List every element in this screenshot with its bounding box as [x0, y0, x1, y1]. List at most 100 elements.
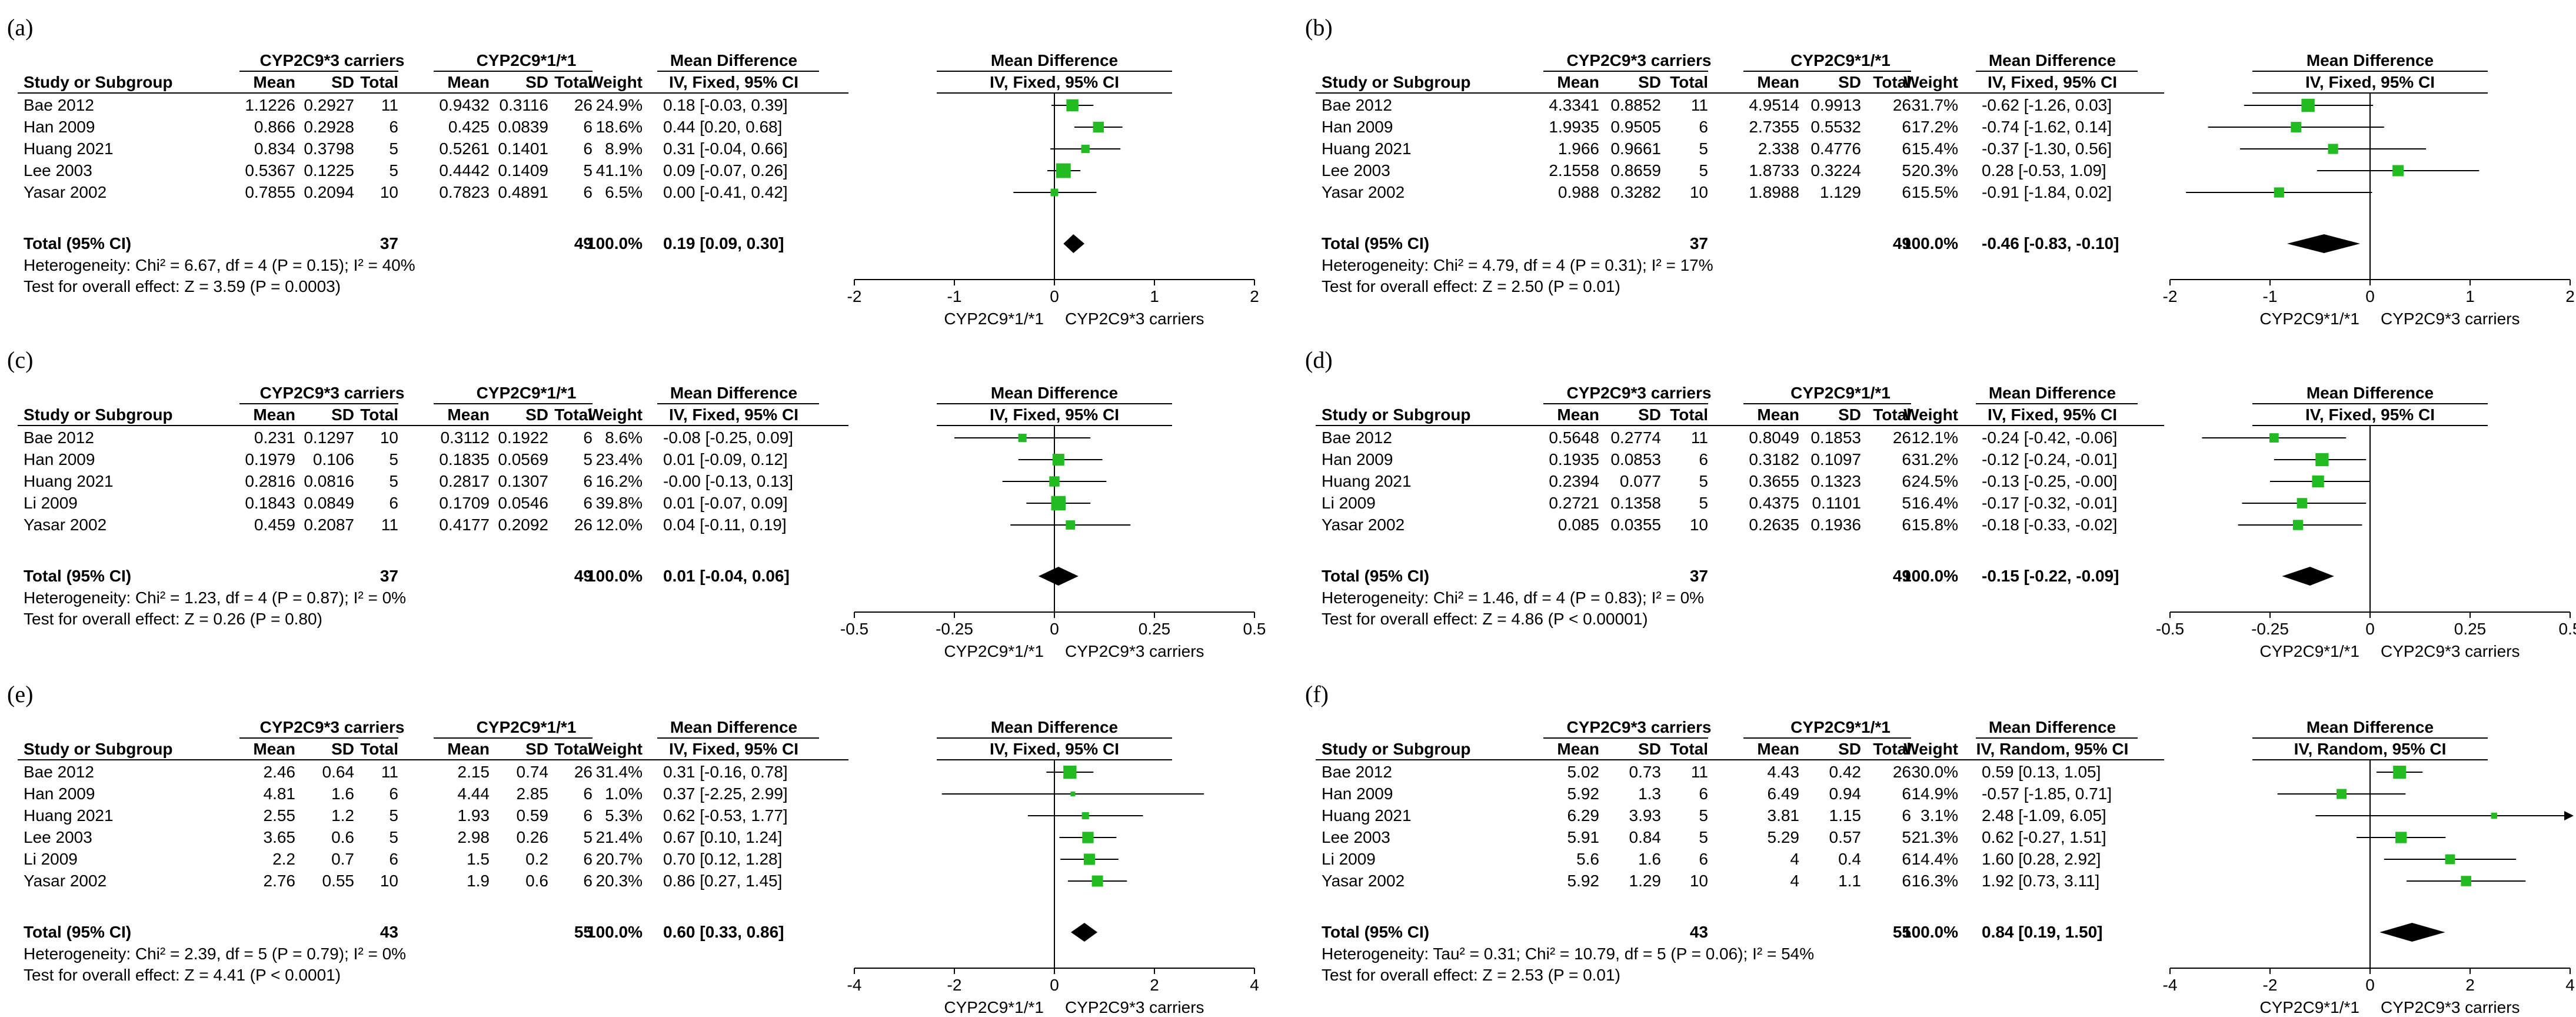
- x-tick-label: 0: [1050, 976, 1059, 994]
- sd2-value: 1.15: [1829, 806, 1862, 825]
- x-tick-label: 0: [2365, 976, 2375, 994]
- mean1-header: Mean: [1557, 406, 1599, 424]
- total1-value: 6: [1699, 450, 1708, 468]
- ci-value: -0.00 [-0.13, 0.13]: [663, 472, 793, 490]
- study-column-header: Study or Subgroup: [24, 73, 173, 91]
- total2-value: 6: [1902, 450, 1911, 468]
- mean2-value: 4.9514: [1749, 96, 1799, 114]
- x-tick-label: 0: [1050, 620, 1059, 638]
- sd2-header: SD: [525, 740, 548, 758]
- effect-square: [1018, 433, 1027, 443]
- sd1-value: 0.106: [313, 450, 354, 468]
- sd2-value: 0.1936: [1810, 516, 1861, 534]
- mean2-value: 1.93: [458, 806, 490, 825]
- sd1-header: SD: [331, 740, 354, 758]
- study-name: Yasar 2002: [24, 516, 106, 534]
- weight-header: Weight: [1903, 406, 1958, 424]
- panel-label: (c): [7, 347, 33, 373]
- total-ci: 0.60 [0.33, 0.86]: [663, 923, 784, 941]
- sd1-value: 0.9661: [1610, 139, 1661, 158]
- mean2-value: 0.5261: [439, 139, 490, 158]
- sd2-value: 0.1101: [1812, 494, 1861, 512]
- group2-title: CYP2C9*1/*1: [477, 51, 577, 69]
- mean2-value: 0.4375: [1749, 494, 1799, 512]
- total2-value: 5: [1902, 494, 1911, 512]
- total2-sum: 49: [574, 234, 593, 252]
- mean2-value: 1.9: [467, 872, 490, 890]
- mean2-value: 0.2635: [1749, 516, 1799, 534]
- mean1-header: Mean: [1557, 73, 1599, 91]
- sd2-value: 0.1922: [498, 428, 548, 447]
- study-name: Li 2009: [1322, 494, 1376, 512]
- mean2-value: 3.81: [1768, 806, 1800, 825]
- effect-square: [1056, 163, 1071, 178]
- sd1-header: SD: [1638, 740, 1661, 758]
- total2-value: 5: [1902, 161, 1911, 180]
- x-tick-label: 0.5: [2559, 620, 2576, 638]
- effect-square: [2395, 832, 2407, 843]
- total1-value: 5: [389, 472, 398, 490]
- panel-label: (d): [1305, 347, 1333, 373]
- total1-header: Total: [1670, 73, 1708, 91]
- sd2-value: 1.1: [1838, 872, 1861, 890]
- x-tick-label: -1: [947, 287, 962, 305]
- study-name: Huang 2021: [24, 139, 114, 158]
- study-name: Bae 2012: [24, 96, 94, 114]
- mean1-header: Mean: [1557, 740, 1599, 758]
- group1-title: CYP2C9*3 carriers: [260, 51, 405, 69]
- mean1-value: 5.92: [1567, 872, 1600, 890]
- mean2-header: Mean: [447, 73, 490, 91]
- sd1-value: 0.7: [331, 850, 354, 868]
- mean2-value: 0.4442: [439, 161, 490, 180]
- effect-square: [2297, 498, 2308, 508]
- mean1-value: 6.29: [1567, 806, 1600, 825]
- md-column-title: Mean Difference: [1989, 51, 2116, 69]
- sd2-value: 0.59: [517, 806, 549, 825]
- overall-effect-text: Test for overall effect: Z = 0.26 (P = 0…: [24, 610, 322, 628]
- x-tick-label: -4: [2163, 976, 2178, 994]
- sd2-value: 0.74: [517, 763, 549, 781]
- weight-value: 31.2%: [1912, 450, 1958, 468]
- sd1-value: 1.6: [331, 785, 354, 803]
- effect-square: [2312, 475, 2324, 488]
- weight-value: 6.5%: [605, 183, 643, 201]
- plot-column-title: Mean Difference: [991, 384, 1118, 402]
- sd1-value: 1.3: [1638, 785, 1661, 803]
- favours-right-label: CYP2C9*3 carriers: [2381, 310, 2520, 328]
- group2-title: CYP2C9*1/*1: [477, 718, 577, 736]
- total2-value: 6: [1902, 872, 1911, 890]
- total-weight: 100.0%: [587, 234, 643, 252]
- total-ci: 0.01 [-0.04, 0.06]: [663, 567, 790, 585]
- total-diamond: [2282, 567, 2334, 586]
- total1-sum: 37: [380, 234, 398, 252]
- ci-value: 1.92 [0.73, 3.11]: [1982, 872, 2099, 890]
- mean2-value: 4.43: [1768, 763, 1800, 781]
- mean1-value: 0.5648: [1549, 428, 1599, 447]
- sd1-value: 0.2087: [304, 516, 354, 534]
- x-tick-label: 4: [2565, 976, 2575, 994]
- total-weight: 100.0%: [587, 567, 643, 585]
- mean1-value: 3.65: [264, 828, 296, 846]
- total1-value: 5: [389, 161, 398, 180]
- total1-header: Total: [360, 406, 398, 424]
- mean2-header: Mean: [1757, 73, 1799, 91]
- total-label: Total (95% CI): [1322, 923, 1429, 941]
- x-tick-label: -0.25: [936, 620, 973, 638]
- mean1-header: Mean: [253, 406, 295, 424]
- sd2-value: 0.94: [1829, 785, 1862, 803]
- total1-value: 6: [389, 118, 398, 136]
- total2-header: Total: [554, 740, 593, 758]
- forest-panel-a: (a) CYP2C9*3 carriers CYP2C9*1/*1 Mean Diff…: [7, 14, 1259, 328]
- sd2-value: 0.26: [517, 828, 549, 846]
- total2-value: 26: [574, 763, 593, 781]
- study-name: Huang 2021: [24, 472, 114, 490]
- weight-value: 31.4%: [596, 763, 643, 781]
- mean1-value: 5.92: [1567, 785, 1600, 803]
- study-name: Lee 2003: [24, 161, 92, 180]
- total2-header: Total: [554, 406, 593, 424]
- mean1-value: 1.9935: [1549, 118, 1599, 136]
- mean2-value: 2.98: [458, 828, 490, 846]
- sd1-header: SD: [331, 406, 354, 424]
- mean1-value: 5.6: [1576, 850, 1599, 868]
- effect-square: [1091, 875, 1103, 887]
